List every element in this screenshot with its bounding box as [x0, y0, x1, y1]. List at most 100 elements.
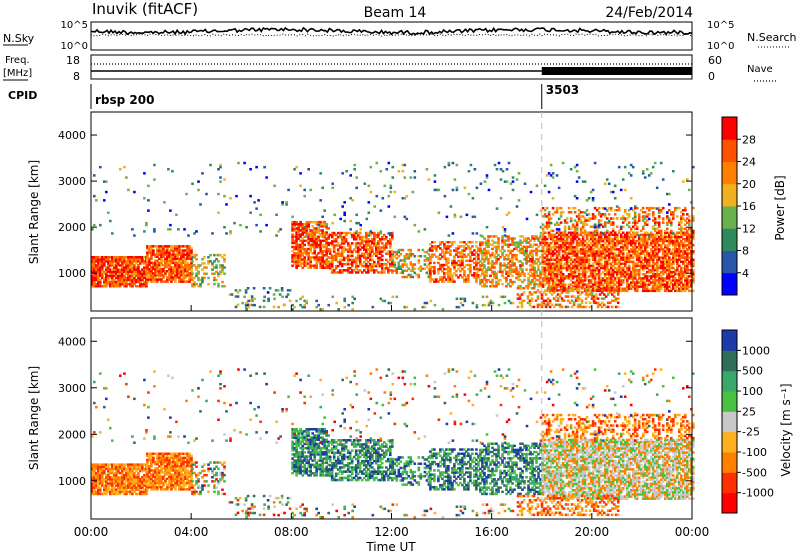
heatmap-cell [603, 246, 607, 249]
heatmap-cell [342, 235, 346, 239]
heatmap-cell [551, 250, 555, 253]
heatmap-cell [674, 248, 677, 251]
heatmap-cell [307, 254, 310, 257]
heatmap-cell [342, 269, 346, 272]
heatmap-cell [587, 279, 591, 282]
heatmap-cell [664, 285, 667, 288]
heatmap-cell [170, 272, 173, 275]
heatmap-cell [125, 285, 128, 288]
heatmap-cell [549, 266, 553, 270]
heatmap-cell [649, 244, 653, 247]
heatmap-cell [169, 223, 172, 227]
heatmap-cell [627, 256, 631, 259]
heatmap-cell [203, 256, 206, 259]
heatmap-cell [637, 256, 641, 259]
heatmap-cell [537, 282, 540, 286]
heatmap-cell [127, 260, 130, 263]
heatmap-cell [558, 303, 562, 307]
heatmap-cell [350, 242, 354, 245]
heatmap-cell [688, 221, 691, 224]
heatmap-cell [445, 241, 448, 244]
heatmap-cell [631, 252, 635, 255]
heatmap-cell [303, 299, 306, 303]
heatmap-cell [425, 168, 429, 171]
heatmap-cell [505, 243, 508, 246]
heatmap-cell [483, 272, 486, 275]
heatmap-cell [566, 305, 570, 309]
heatmap-cell [575, 233, 579, 237]
heatmap-cell [176, 261, 179, 265]
heatmap-cell [507, 211, 511, 214]
heatmap-cell [297, 245, 300, 249]
heatmap-cell [653, 241, 657, 245]
heatmap-cell [119, 264, 122, 267]
heatmap-cell [565, 262, 569, 266]
heatmap-cell [485, 253, 488, 257]
heatmap-cell [637, 270, 641, 274]
heatmap-cell [680, 266, 683, 270]
heatmap-cell [143, 230, 146, 233]
heatmap-cell [603, 264, 607, 268]
heatmap-cell [295, 252, 298, 255]
heatmap-cell [395, 253, 399, 256]
heatmap-cell [447, 161, 451, 165]
heatmap-cell [467, 247, 470, 250]
heatmap-cell [340, 246, 344, 249]
heatmap-cell [365, 233, 368, 237]
heatmap-cell [595, 233, 599, 237]
heatmap-cell [127, 282, 130, 286]
heatmap-cell [611, 270, 615, 274]
heatmap-cell [607, 252, 611, 255]
heatmap-cell [297, 231, 300, 234]
heatmap-cell [511, 253, 514, 257]
heatmap-cell [483, 270, 486, 273]
heatmap-cell [543, 244, 547, 247]
heatmap-cell [487, 258, 490, 261]
heatmap-cell [487, 245, 490, 249]
heatmap-cell [141, 258, 144, 261]
heatmap-cell [589, 233, 593, 237]
heatmap-cell [505, 278, 508, 282]
heatmap-cell [657, 266, 661, 270]
heatmap-cell [497, 270, 500, 273]
heatmap-cell [647, 217, 651, 221]
heatmap-cell [678, 235, 681, 239]
heatmap-cell [659, 275, 663, 278]
heatmap-cell [647, 209, 651, 212]
heatmap-cell [533, 270, 536, 273]
heatmap-cell [203, 266, 206, 269]
heatmap-cell [150, 265, 153, 269]
heatmap-cell [551, 275, 555, 278]
heatmap-cell [170, 276, 173, 279]
heatmap-cell [615, 248, 619, 251]
heatmap-cell [573, 246, 577, 249]
heatmap-cell [305, 250, 308, 253]
heatmap-cell [515, 253, 518, 257]
heatmap-cell [507, 266, 510, 269]
heatmap-cell [680, 277, 683, 280]
freq-panel: Freq. [MHz] 18 8 60 0 Nave [3, 54, 778, 83]
heatmap-cell [457, 276, 460, 279]
heatmap-cell [445, 267, 448, 271]
heatmap-cell [678, 241, 681, 245]
heatmap-cell [131, 278, 134, 282]
heatmap-cell [659, 211, 663, 214]
heatmap-cell [551, 262, 555, 266]
heatmap-cell [383, 269, 386, 272]
heatmap-cell [540, 293, 544, 296]
heatmap-cell [639, 281, 643, 284]
heatmap-cell [688, 235, 691, 239]
heatmap-cell [137, 278, 140, 282]
heatmap-cell [561, 250, 565, 253]
heatmap-cell [191, 276, 194, 280]
heatmap-cell [170, 265, 173, 269]
heatmap-cell [523, 272, 526, 275]
heatmap-cell [597, 226, 601, 229]
heatmap-cell [131, 268, 134, 271]
heatmap-cell [555, 283, 559, 286]
heatmap-cell [119, 282, 122, 286]
heatmap-cell [607, 273, 611, 276]
heatmap-cell [346, 260, 350, 264]
heatmap-cell [389, 238, 392, 241]
heatmap-cell [147, 184, 150, 188]
